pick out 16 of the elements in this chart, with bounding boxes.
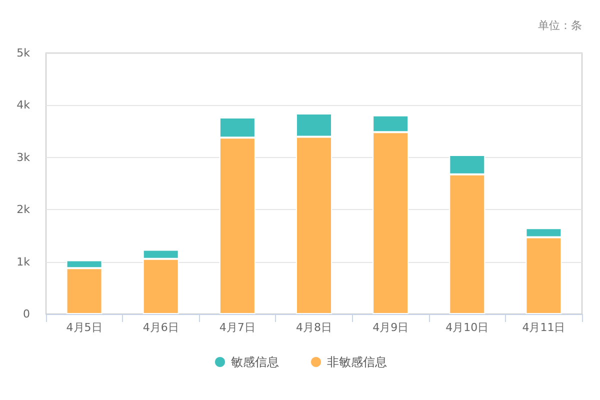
y-tick-label: 4k [16, 98, 31, 112]
x-tick-label: 4月9日 [372, 321, 409, 334]
legend-label: 非敏感信息 [327, 355, 387, 369]
x-tick-label: 4月11日 [522, 321, 566, 334]
y-tick-label: 3k [16, 150, 31, 164]
x-tick-label: 4月8日 [296, 321, 332, 334]
y-tick-label: 2k [16, 203, 31, 216]
legend-label: 敏感信息 [231, 355, 279, 369]
y-tick-label: 1k [16, 255, 31, 268]
x-tick-label: 4月10日 [446, 321, 489, 334]
y-tick-label: 0 [23, 308, 30, 320]
x-tick-label: 4月7日 [219, 321, 256, 334]
y-tick-label: 5k [16, 46, 31, 60]
text: 单位：条 [538, 19, 582, 32]
x-tick-label: 4月5日 [66, 321, 102, 334]
x-tick-label: 4月6日 [142, 321, 179, 334]
